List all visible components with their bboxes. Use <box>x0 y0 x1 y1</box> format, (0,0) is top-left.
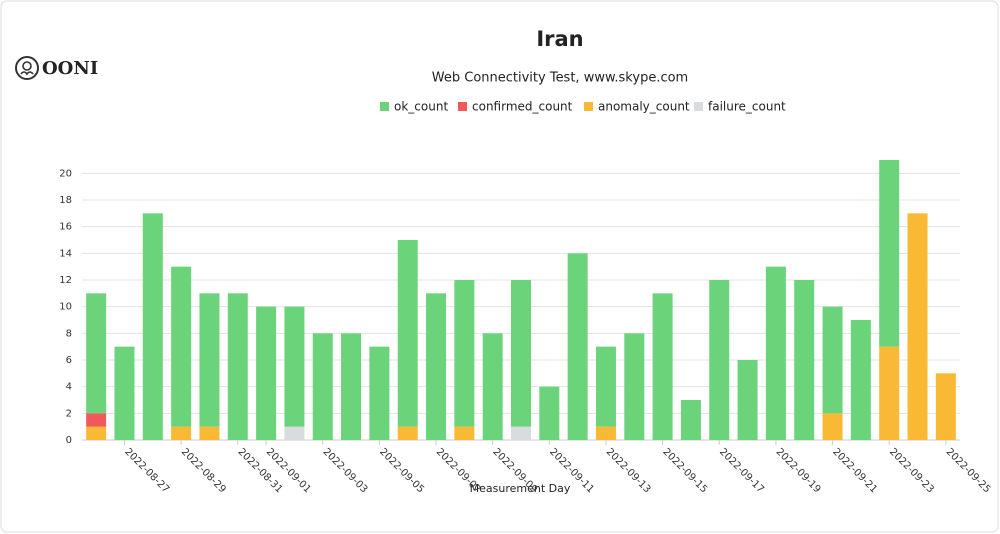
bar-segment <box>822 306 843 414</box>
bar-segment <box>794 280 815 440</box>
bar-segment <box>595 426 616 440</box>
bar-segment <box>199 426 220 440</box>
y-tick-label: 2 <box>66 408 72 419</box>
legend-label: anomaly_count <box>598 100 690 114</box>
y-tick-label: 18 <box>59 195 72 206</box>
bar-segment <box>624 333 645 440</box>
bar-segment <box>737 360 758 440</box>
bar-segment <box>284 426 305 440</box>
legend-swatch <box>694 102 703 111</box>
bar-segment <box>397 426 418 440</box>
bar-segment <box>879 346 900 440</box>
bar-segment <box>850 320 871 440</box>
legend-label: ok_count <box>394 100 448 114</box>
bar-segment <box>114 346 135 440</box>
bar-segment <box>312 333 333 440</box>
bar-segment <box>341 333 362 440</box>
legend-label: confirmed_count <box>472 100 573 114</box>
bar-segment <box>539 386 560 440</box>
bar-segment <box>511 280 531 427</box>
y-tick-label: 8 <box>66 328 72 339</box>
bar-segment <box>709 280 730 440</box>
bar-segment <box>86 413 107 427</box>
bar-segment <box>511 426 531 440</box>
y-tick-label: 16 <box>59 222 72 233</box>
bar-segment <box>397 240 418 427</box>
bar-segment <box>369 346 390 440</box>
legend-label: failure_count <box>708 100 786 114</box>
bar-segment <box>284 306 305 427</box>
bar-segment <box>86 293 107 414</box>
chart-subtitle: Web Connectivity Test, www.skype.com <box>432 71 688 86</box>
bar-segment <box>86 426 107 440</box>
bar-segment <box>879 160 900 347</box>
y-tick-label: 20 <box>59 168 72 179</box>
bar-segment <box>567 253 588 440</box>
bar-segment <box>935 373 956 440</box>
bar-segment <box>680 400 701 440</box>
bar-segment <box>652 293 673 440</box>
y-tick-label: 6 <box>66 355 72 366</box>
bar-segment <box>765 266 786 440</box>
bar-segment <box>426 293 447 440</box>
bar-segment <box>256 306 277 440</box>
bar-segment <box>822 413 843 440</box>
y-tick-label: 10 <box>59 302 72 313</box>
y-tick-label: 0 <box>66 435 72 446</box>
bar-segment <box>171 266 192 427</box>
y-tick-label: 14 <box>59 248 72 259</box>
legend-swatch <box>380 102 389 111</box>
x-axis-label: Measurement Day <box>470 482 571 495</box>
y-tick-label: 12 <box>59 275 72 286</box>
bar-segment <box>454 280 475 427</box>
chart-title: Iran <box>536 27 583 51</box>
bar-segment <box>227 293 248 440</box>
y-tick-label: 4 <box>66 382 72 393</box>
logo-text: OONI <box>42 58 98 79</box>
logo: OONI <box>15 56 98 80</box>
bar-segment <box>142 213 163 440</box>
bar-segment <box>595 346 616 427</box>
bar-segment <box>171 426 192 440</box>
bar-segment <box>199 293 220 427</box>
bar-segment <box>454 426 475 440</box>
bar-segment <box>907 213 928 440</box>
legend-swatch <box>458 102 467 111</box>
bar-segment <box>482 333 503 440</box>
legend-swatch <box>584 102 593 111</box>
